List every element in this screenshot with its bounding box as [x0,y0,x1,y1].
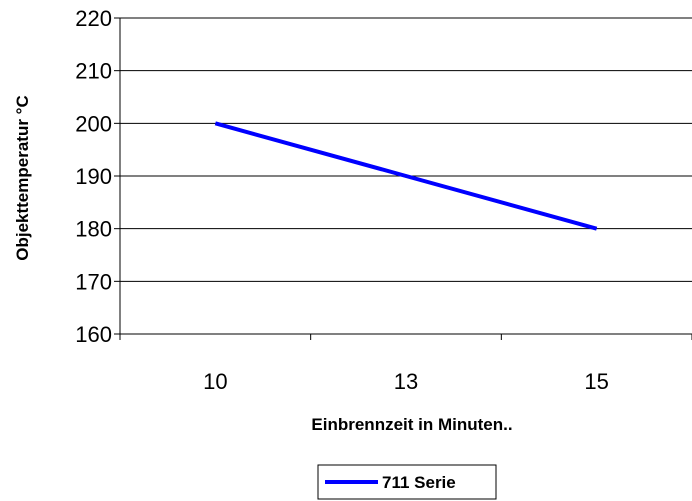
x-tick-label: 13 [394,369,418,394]
y-tick-label: 160 [75,322,112,347]
legend: 711 Serie [317,464,497,500]
y-tick-label: 210 [75,59,112,84]
gridlines [120,17,692,282]
x-tick-label: 10 [203,369,227,394]
y-tick-label: 190 [75,164,112,189]
y-tick-label: 200 [75,111,112,136]
y-axis-title: Objekttemperatur °C [13,95,32,261]
legend-label: 711 Serie [382,473,456,492]
x-axis: 10 13 15 [119,333,692,394]
y-tick-label: 220 [75,6,112,31]
plot-series [214,121,598,231]
y-tick-label: 170 [75,269,112,294]
y-axis: 160 170 180 190 200 210 220 [75,6,121,347]
y-tick-label: 180 [75,217,112,242]
x-tick-label: 15 [584,369,608,394]
x-axis-title: Einbrennzeit in Minuten.. [311,415,512,434]
